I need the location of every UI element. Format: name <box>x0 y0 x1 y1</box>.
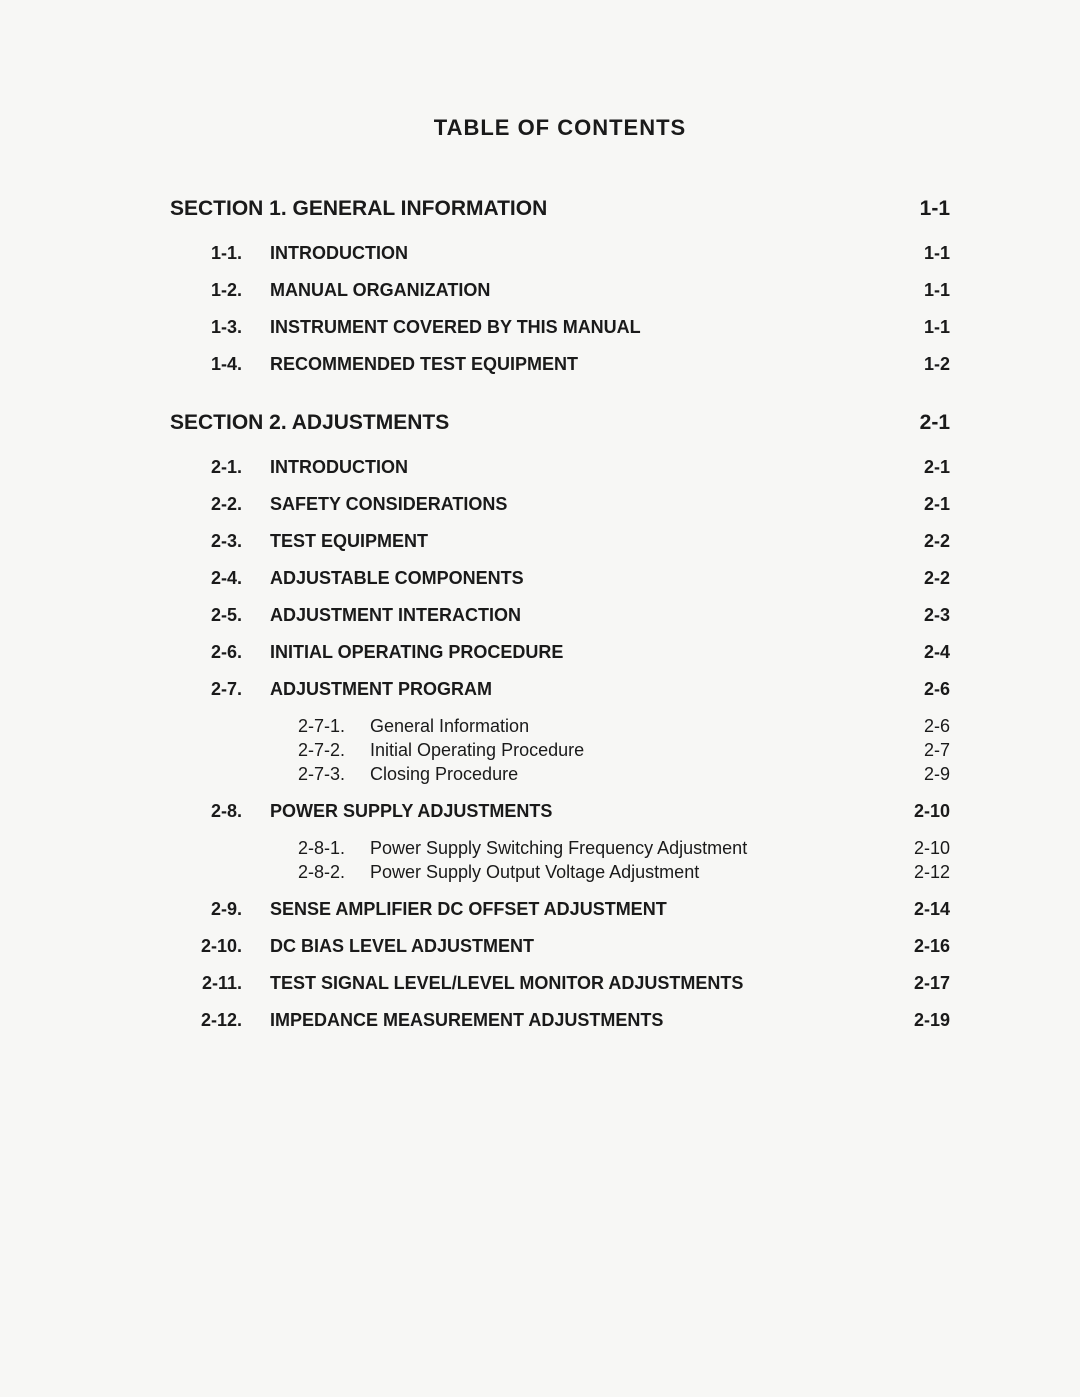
entry-number: 2-6. <box>170 642 270 663</box>
entry-number: 2-9. <box>170 899 270 920</box>
entry-page: 1-2 <box>880 354 950 375</box>
toc-page: TABLE OF CONTENTS SECTION 1. GENERAL INF… <box>0 0 1080 1397</box>
entry-number: 2-3. <box>170 531 270 552</box>
toc-entry: 1-2.MANUAL ORGANIZATION1-1 <box>170 280 950 301</box>
entry-number: 2-5. <box>170 605 270 626</box>
toc-body: SECTION 1. GENERAL INFORMATION1-11-1.INT… <box>170 197 950 1031</box>
subentry-title: Closing Procedure <box>370 764 880 785</box>
entry-number: 1-1. <box>170 243 270 264</box>
subentry-page: 2-10 <box>880 838 950 859</box>
entry-title: ADJUSTMENT INTERACTION <box>270 605 880 626</box>
entry-page: 2-1 <box>880 494 950 515</box>
entry-title: INTRODUCTION <box>270 457 880 478</box>
toc-subgroup: 2-8-1.Power Supply Switching Frequency A… <box>170 838 950 883</box>
toc-entry: 2-10.DC BIAS LEVEL ADJUSTMENT2-16 <box>170 936 950 957</box>
subentry-title: Power Supply Switching Frequency Adjustm… <box>370 838 880 859</box>
section-heading-page: 2-1 <box>880 411 950 435</box>
entry-title: MANUAL ORGANIZATION <box>270 280 880 301</box>
entry-title: INITIAL OPERATING PROCEDURE <box>270 642 880 663</box>
section-heading: SECTION 1. GENERAL INFORMATION1-1 <box>170 197 950 221</box>
entry-title: INSTRUMENT COVERED BY THIS MANUAL <box>270 317 880 338</box>
entry-title: SAFETY CONSIDERATIONS <box>270 494 880 515</box>
toc-entry: 2-2.SAFETY CONSIDERATIONS2-1 <box>170 494 950 515</box>
entry-page: 2-2 <box>880 531 950 552</box>
entry-page: 1-1 <box>880 243 950 264</box>
section-heading-page: 1-1 <box>880 197 950 221</box>
toc-entry: 2-5.ADJUSTMENT INTERACTION2-3 <box>170 605 950 626</box>
toc-entry: 2-7.ADJUSTMENT PROGRAM2-6 <box>170 679 950 700</box>
subentry-page: 2-9 <box>880 764 950 785</box>
entry-title: SENSE AMPLIFIER DC OFFSET ADJUSTMENT <box>270 899 880 920</box>
entry-title: TEST EQUIPMENT <box>270 531 880 552</box>
entry-page: 2-2 <box>880 568 950 589</box>
entry-page: 2-14 <box>880 899 950 920</box>
entry-number: 1-4. <box>170 354 270 375</box>
subentry-title: General Information <box>370 716 880 737</box>
entry-page: 2-19 <box>880 1010 950 1031</box>
entry-number: 2-12. <box>170 1010 270 1031</box>
entry-number: 2-2. <box>170 494 270 515</box>
toc-entry: 1-4.RECOMMENDED TEST EQUIPMENT1-2 <box>170 354 950 375</box>
toc-subentry: 2-7-3.Closing Procedure2-9 <box>170 764 950 785</box>
subentry-title: Power Supply Output Voltage Adjustment <box>370 862 880 883</box>
toc-entry: 1-3.INSTRUMENT COVERED BY THIS MANUAL1-1 <box>170 317 950 338</box>
entry-number: 2-10. <box>170 936 270 957</box>
entry-number: 1-2. <box>170 280 270 301</box>
toc-subentry: 2-8-1.Power Supply Switching Frequency A… <box>170 838 950 859</box>
entry-number: 2-4. <box>170 568 270 589</box>
entry-title: ADJUSTABLE COMPONENTS <box>270 568 880 589</box>
subentry-number: 2-7-1. <box>170 716 370 737</box>
entry-page: 2-17 <box>880 973 950 994</box>
entry-number: 2-7. <box>170 679 270 700</box>
entry-page: 2-4 <box>880 642 950 663</box>
section-heading-label: SECTION 2. ADJUSTMENTS <box>170 411 880 435</box>
toc-entry: 2-6.INITIAL OPERATING PROCEDURE2-4 <box>170 642 950 663</box>
entry-number: 2-1. <box>170 457 270 478</box>
toc-subentry: 2-8-2.Power Supply Output Voltage Adjust… <box>170 862 950 883</box>
entry-title: IMPEDANCE MEASUREMENT ADJUSTMENTS <box>270 1010 880 1031</box>
entry-title: RECOMMENDED TEST EQUIPMENT <box>270 354 880 375</box>
toc-subentry: 2-7-1.General Information2-6 <box>170 716 950 737</box>
subentry-number: 2-7-3. <box>170 764 370 785</box>
toc-entry: 2-3.TEST EQUIPMENT2-2 <box>170 531 950 552</box>
subentry-page: 2-6 <box>880 716 950 737</box>
entry-page: 2-10 <box>880 801 950 822</box>
subentry-number: 2-7-2. <box>170 740 370 761</box>
section-heading-label: SECTION 1. GENERAL INFORMATION <box>170 197 880 221</box>
toc-subgroup: 2-7-1.General Information2-6 2-7-2.Initia… <box>170 716 950 785</box>
entry-number: 2-11. <box>170 973 270 994</box>
entry-page: 2-16 <box>880 936 950 957</box>
page-title: TABLE OF CONTENTS <box>170 115 950 141</box>
entry-number: 2-8. <box>170 801 270 822</box>
entry-title: DC BIAS LEVEL ADJUSTMENT <box>270 936 880 957</box>
entry-page: 1-1 <box>880 280 950 301</box>
section-heading: SECTION 2. ADJUSTMENTS2-1 <box>170 411 950 435</box>
subentry-title: Initial Operating Procedure <box>370 740 880 761</box>
subentry-number: 2-8-2. <box>170 862 370 883</box>
toc-entry: 2-8.POWER SUPPLY ADJUSTMENTS2-10 <box>170 801 950 822</box>
entry-page: 1-1 <box>880 317 950 338</box>
entry-number: 1-3. <box>170 317 270 338</box>
toc-subentry: 2-7-2.Initial Operating Procedure2-7 <box>170 740 950 761</box>
toc-entry: 2-9.SENSE AMPLIFIER DC OFFSET ADJUSTMENT… <box>170 899 950 920</box>
subentry-number: 2-8-1. <box>170 838 370 859</box>
entry-title: TEST SIGNAL LEVEL/LEVEL MONITOR ADJUSTME… <box>270 973 880 994</box>
toc-entry: 2-11.TEST SIGNAL LEVEL/LEVEL MONITOR ADJ… <box>170 973 950 994</box>
entry-title: ADJUSTMENT PROGRAM <box>270 679 880 700</box>
entry-page: 2-1 <box>880 457 950 478</box>
subentry-page: 2-12 <box>880 862 950 883</box>
subentry-page: 2-7 <box>880 740 950 761</box>
entry-page: 2-6 <box>880 679 950 700</box>
toc-entry: 2-1.INTRODUCTION2-1 <box>170 457 950 478</box>
entry-title: POWER SUPPLY ADJUSTMENTS <box>270 801 880 822</box>
toc-entry: 2-4.ADJUSTABLE COMPONENTS2-2 <box>170 568 950 589</box>
toc-entry: 1-1.INTRODUCTION1-1 <box>170 243 950 264</box>
entry-page: 2-3 <box>880 605 950 626</box>
entry-title: INTRODUCTION <box>270 243 880 264</box>
toc-entry: 2-12.IMPEDANCE MEASUREMENT ADJUSTMENTS2-… <box>170 1010 950 1031</box>
